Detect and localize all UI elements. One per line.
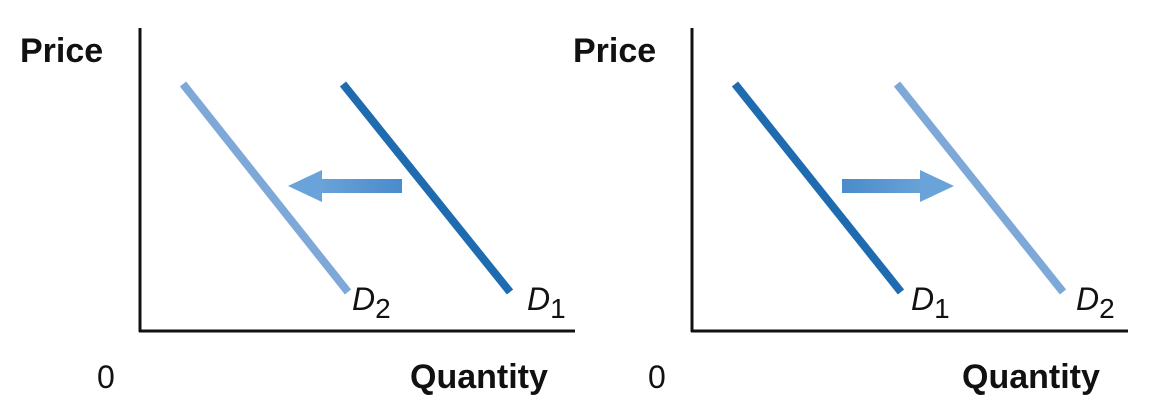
right-y-axis-label: Price — [573, 32, 656, 70]
right-x-axis-label: Quantity — [962, 358, 1100, 396]
right-d1-label: D1 — [911, 281, 950, 324]
left-shift-arrow-icon — [288, 170, 402, 202]
left-x-axis-label: Quantity — [410, 358, 548, 396]
left-demand-curve-d1 — [339, 81, 514, 295]
right-shift-arrow-icon — [842, 170, 954, 202]
left-demand-curve-d2 — [179, 81, 352, 295]
left-origin-label: 0 — [97, 359, 115, 395]
left-d2-label: D2 — [352, 281, 391, 324]
right-d2-label: D2 — [1076, 281, 1115, 324]
right-panel: Price 0 Quantity D1 D2 — [573, 28, 1128, 396]
left-y-axis-label: Price — [20, 32, 103, 70]
right-demand-curve-d2 — [893, 81, 1067, 295]
right-origin-label: 0 — [648, 359, 666, 395]
left-panel: Price 0 Quantity D2 D1 — [20, 28, 575, 396]
right-demand-curve-d1 — [731, 81, 905, 295]
left-d1-label: D1 — [527, 281, 566, 324]
